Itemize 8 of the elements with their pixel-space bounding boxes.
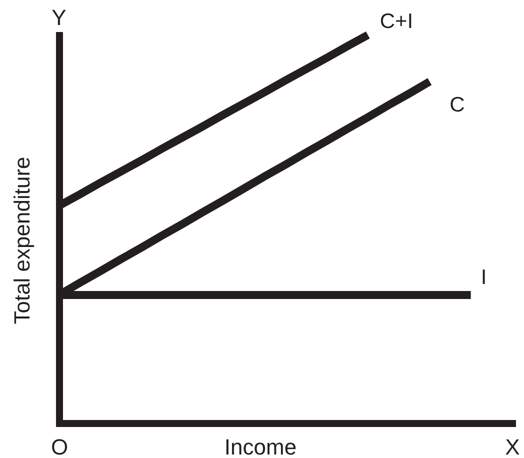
series-label: C+I — [380, 10, 414, 33]
y-axis-title: Total expenditure — [10, 156, 34, 324]
x-axis-title: Income — [224, 434, 297, 458]
x-tick-label: O — [50, 434, 68, 458]
text: Y — [52, 5, 67, 30]
series-label: C — [450, 94, 465, 117]
x-tick-label: X — [505, 434, 520, 458]
series-label: I — [480, 266, 487, 289]
